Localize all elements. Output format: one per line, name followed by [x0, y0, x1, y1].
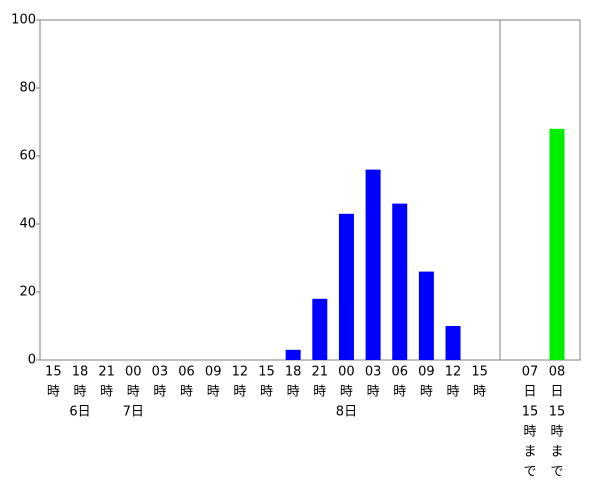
bar — [549, 128, 565, 360]
x-tick-unit: 時 — [287, 385, 300, 400]
x-tick-label: 15 — [45, 365, 62, 380]
total-label: ま — [523, 445, 536, 460]
x-tick-label: 21 — [98, 365, 115, 380]
x-tick-label: 00 — [125, 365, 142, 380]
y-tick-label: 40 — [19, 217, 36, 232]
x-tick-unit: 時 — [47, 385, 60, 400]
x-tick-unit: 時 — [100, 385, 113, 400]
x-tick-label: 00 — [338, 365, 355, 380]
x-tick-label: 15 — [258, 365, 275, 380]
x-tick-unit: 時 — [473, 385, 486, 400]
total-label: で — [523, 465, 536, 480]
total-label: 15 — [522, 405, 539, 420]
x-tick-label: 09 — [205, 365, 222, 380]
x-tick-label: 06 — [391, 365, 408, 380]
x-tick-unit: 時 — [393, 385, 406, 400]
date-label: 7日 — [123, 405, 144, 420]
bar — [418, 271, 434, 360]
x-tick-label: 03 — [152, 365, 169, 380]
x-tick-unit: 時 — [127, 385, 140, 400]
total-label: 時 — [523, 425, 536, 440]
bar — [285, 349, 301, 360]
date-label: 6日 — [69, 405, 90, 420]
x-tick-unit: 時 — [340, 385, 353, 400]
y-tick-label: 0 — [28, 353, 36, 368]
y-tick-label: 100 — [11, 13, 36, 28]
total-label: 日 — [550, 385, 563, 400]
x-tick-label: 03 — [365, 365, 382, 380]
plot-frame — [39, 19, 581, 361]
x-tick-unit: 時 — [233, 385, 246, 400]
bar — [312, 298, 328, 360]
total-label: 08 — [549, 365, 566, 380]
x-tick-unit: 時 — [420, 385, 433, 400]
bar — [392, 203, 408, 360]
bar — [338, 213, 354, 360]
total-label: 時 — [550, 425, 563, 440]
y-tick-label: 20 — [19, 285, 36, 300]
x-tick-label: 06 — [178, 365, 195, 380]
x-tick-unit: 時 — [73, 385, 86, 400]
bar — [445, 326, 461, 360]
date-label: 8日 — [336, 405, 357, 420]
bar — [365, 169, 381, 360]
x-tick-label: 12 — [232, 365, 249, 380]
total-label: ま — [550, 445, 563, 460]
y-tick-label: 80 — [19, 81, 36, 96]
y-tick-label: 60 — [19, 149, 36, 164]
x-tick-unit: 時 — [313, 385, 326, 400]
x-tick-label: 18 — [72, 365, 89, 380]
total-label: 07 — [522, 365, 539, 380]
total-label: で — [550, 465, 563, 480]
x-tick-unit: 時 — [447, 385, 460, 400]
x-tick-label: 12 — [445, 365, 462, 380]
x-tick-label: 09 — [418, 365, 435, 380]
x-tick-unit: 時 — [260, 385, 273, 400]
x-tick-unit: 時 — [367, 385, 380, 400]
x-tick-unit: 時 — [153, 385, 166, 400]
x-tick-label: 15 — [471, 365, 488, 380]
x-tick-label: 21 — [312, 365, 329, 380]
x-tick-unit: 時 — [180, 385, 193, 400]
total-label: 日 — [523, 385, 536, 400]
total-label: 15 — [549, 405, 566, 420]
x-tick-label: 18 — [285, 365, 302, 380]
x-tick-unit: 時 — [207, 385, 220, 400]
